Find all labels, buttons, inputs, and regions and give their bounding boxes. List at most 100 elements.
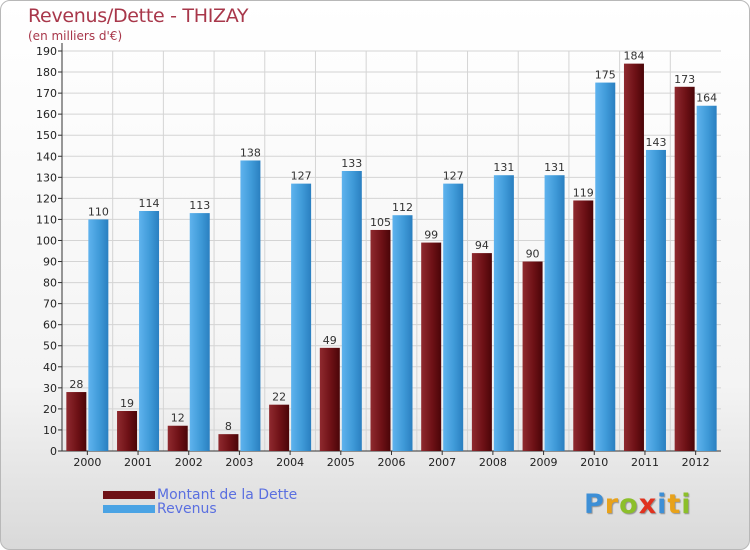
legend-item-dette: Montant de la Dette xyxy=(103,487,297,503)
bar-dette xyxy=(421,242,442,451)
y-tick-label: 120 xyxy=(36,192,57,205)
data-label-dette: 22 xyxy=(272,391,286,404)
data-label-revenus: 133 xyxy=(341,157,362,170)
bar-dette xyxy=(117,411,138,451)
y-tick-label: 10 xyxy=(43,424,57,437)
bar-revenus xyxy=(645,149,666,451)
bar-dette xyxy=(471,253,492,451)
logo-letter: o xyxy=(619,489,639,520)
data-label-revenus: 110 xyxy=(88,205,109,218)
data-label-dette: 99 xyxy=(424,229,438,242)
bar-revenus xyxy=(696,105,717,451)
y-tick-label: 130 xyxy=(36,171,57,184)
y-tick-label: 150 xyxy=(36,129,57,142)
x-tick-label: 2001 xyxy=(124,456,152,469)
data-label-revenus: 112 xyxy=(392,201,413,214)
y-tick-label: 20 xyxy=(43,403,57,416)
y-tick-label: 0 xyxy=(50,445,57,458)
logo-letter: x xyxy=(638,489,658,520)
y-tick-label: 180 xyxy=(36,66,57,79)
x-tick-label: 2002 xyxy=(175,456,203,469)
data-label-dette: 184 xyxy=(623,50,644,63)
legend-swatch-revenus xyxy=(103,505,155,513)
bar-dette xyxy=(522,261,543,451)
x-tick-label: 2008 xyxy=(479,456,507,469)
bar-revenus xyxy=(139,211,160,451)
x-tick-label: 2012 xyxy=(682,456,710,469)
bar-dette xyxy=(218,434,239,451)
bar-dette xyxy=(269,404,290,451)
x-tick-label: 2011 xyxy=(631,456,659,469)
proxiti-logo: Proxiti xyxy=(584,489,692,520)
x-tick-label: 2004 xyxy=(276,456,304,469)
y-tick-label: 80 xyxy=(43,277,57,290)
y-tick-label: 160 xyxy=(36,108,57,121)
bar-revenus xyxy=(443,183,464,451)
data-label-revenus: 164 xyxy=(696,92,717,105)
data-label-dette: 105 xyxy=(370,216,391,229)
bar-revenus xyxy=(291,183,312,451)
logo-letter: t xyxy=(667,489,682,520)
bar-dette xyxy=(319,347,340,451)
y-tick-label: 40 xyxy=(43,361,57,374)
bar-dette xyxy=(370,229,391,451)
data-label-revenus: 131 xyxy=(493,161,514,174)
data-label-dette: 119 xyxy=(573,186,594,199)
x-tick-label: 2009 xyxy=(530,456,558,469)
x-tick-label: 2006 xyxy=(378,456,406,469)
bar-revenus xyxy=(544,175,565,452)
gridlines xyxy=(62,50,721,451)
y-tick-label: 60 xyxy=(43,319,57,332)
bar-revenus xyxy=(595,82,616,451)
y-tick-label: 100 xyxy=(36,234,57,247)
y-tick-label: 190 xyxy=(36,45,57,58)
data-label-revenus: 175 xyxy=(595,69,616,82)
logo-letter: P xyxy=(584,489,605,520)
data-label-dette: 94 xyxy=(475,239,489,252)
bar-revenus xyxy=(189,213,210,451)
logo-letter: r xyxy=(604,489,620,520)
y-tick-label: 30 xyxy=(43,382,57,395)
bar-dette xyxy=(623,63,644,451)
bar-revenus xyxy=(341,171,362,451)
bar-revenus xyxy=(240,160,261,451)
x-tick-label: 2007 xyxy=(428,456,456,469)
y-tick-label: 70 xyxy=(43,298,57,311)
data-label-dette: 28 xyxy=(69,378,83,391)
bar-dette xyxy=(674,86,695,451)
bar-revenus xyxy=(493,175,514,452)
chart-subtitle: (en milliers d'€) xyxy=(28,29,123,43)
data-label-revenus: 143 xyxy=(645,136,666,149)
bar-revenus xyxy=(392,215,413,451)
legend-swatch-dette xyxy=(103,491,155,499)
data-label-dette: 8 xyxy=(225,420,232,433)
legend-item-revenus: Revenus xyxy=(103,501,217,517)
bar-revenus xyxy=(88,219,109,451)
data-label-dette: 12 xyxy=(171,412,185,425)
y-tick-label: 140 xyxy=(36,150,57,163)
data-label-revenus: 114 xyxy=(139,197,160,210)
x-tick-label: 2003 xyxy=(225,456,253,469)
data-label-revenus: 113 xyxy=(189,199,210,212)
bar-dette xyxy=(66,392,87,451)
data-label-revenus: 138 xyxy=(240,146,261,159)
y-tick-label: 110 xyxy=(36,213,57,226)
logo-letter: i xyxy=(657,489,668,520)
data-label-revenus: 127 xyxy=(443,170,464,183)
y-tick-label: 90 xyxy=(43,256,57,269)
data-label-dette: 173 xyxy=(674,73,695,86)
bar-dette xyxy=(573,200,594,451)
data-label-revenus: 131 xyxy=(544,161,565,174)
x-tick-label: 2005 xyxy=(327,456,355,469)
data-label-dette: 49 xyxy=(323,334,337,347)
x-tick-label: 2010 xyxy=(580,456,608,469)
y-tick-label: 170 xyxy=(36,87,57,100)
chart-title: Revenus/Dette - THIZAY xyxy=(28,5,249,27)
bar-dette xyxy=(167,425,188,451)
legend-label-revenus: Revenus xyxy=(157,501,217,517)
bars xyxy=(66,63,717,452)
data-label-dette: 19 xyxy=(120,397,134,410)
logo-letter: i xyxy=(681,489,692,520)
